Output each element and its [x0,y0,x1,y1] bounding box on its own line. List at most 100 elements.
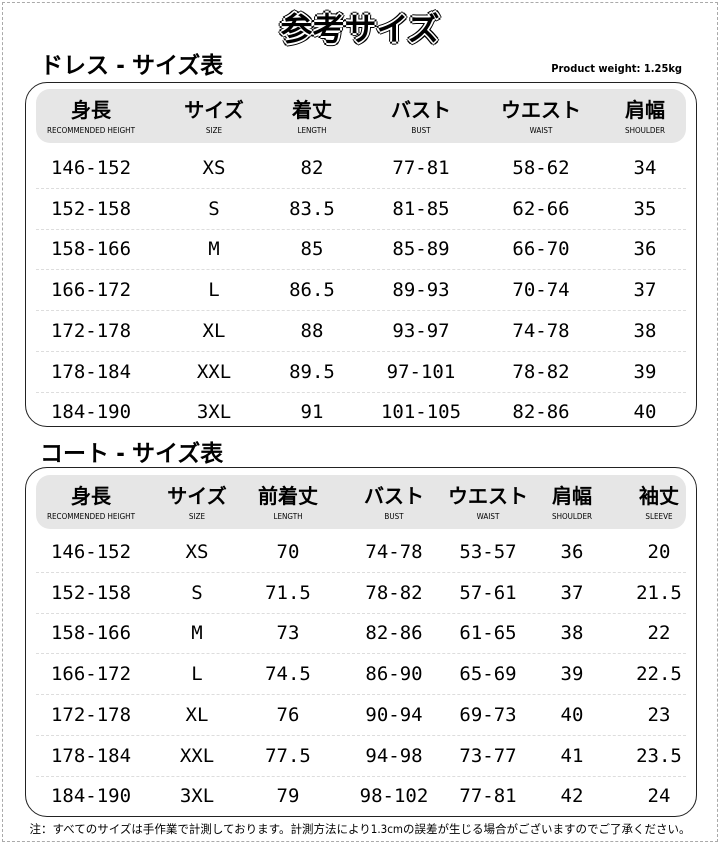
table-cell: 178-184 [50,744,132,767]
table-cell: 101-105 [380,401,462,424]
table-cell: M [208,238,220,261]
product-weight: Product weight: 1.25kg [551,62,682,75]
table-cell: 36 [560,541,584,563]
table-cell: 22.5 [636,663,682,686]
column-header-ja: ウエスト [448,484,528,508]
table-cell: S [191,581,203,604]
table-cell: 146-152 [50,541,132,563]
table-cell: 37 [633,279,657,302]
measurement-note: 注：すべてのサイズは手作業で計測しております。計測方法により1.3cmの誤差が生… [29,822,691,836]
table-row: 158-166 M 85 85-89 66-70 36 [36,229,686,271]
table-cell: 70 [276,541,300,563]
table-cell: 158-166 [50,622,132,645]
column-header: 袖丈 SLEEVE [639,475,679,523]
table-cell: 35 [633,197,657,220]
column-header-en: WAIST [529,126,553,135]
column-header: 身長 RECOMMENDED HEIGHT [47,89,135,137]
table-cell: 39 [560,663,584,686]
table-cell: 57-61 [459,581,517,604]
coat-table-header: 身長 RECOMMENDED HEIGHT サイズ SIZE 前着丈 LENGTH バスト B… [36,475,686,529]
table-cell: XL [185,703,209,726]
column-header-ja: 袖丈 [639,484,679,508]
column-header: ウエスト WAIST [448,475,528,523]
table-cell: 79 [276,785,300,808]
table-cell: 24 [647,785,671,808]
table-cell: 38 [633,319,657,342]
table-cell: 78-82 [365,581,423,604]
table-cell: 40 [560,703,584,726]
column-header-en: SLEEVE [645,512,673,521]
table-cell: 38 [560,622,584,645]
table-cell: 89.5 [289,360,335,383]
column-header-en: LENGTH [273,512,303,521]
column-header-en: SIZE [205,126,223,135]
column-header-ja: 肩幅 [624,98,665,122]
table-cell: 74-78 [365,541,423,563]
table-row: 178-184 XXL 77.5 94-98 73-77 41 23.5 [36,736,686,777]
column-header-ja: 前着丈 [258,484,318,508]
table-row: 166-172 L 86.5 89-93 70-74 37 [36,270,686,312]
table-cell: L [208,279,220,302]
dress-section-title: ドレス - サイズ表 [40,53,224,79]
table-row: 178-184 XXL 89.5 97-101 78-82 39 [36,352,686,393]
table-row: 152-158 S 71.5 78-82 57-61 37 21.5 [36,573,686,614]
coat-size-table: 身長 RECOMMENDED HEIGHT サイズ SIZE 前着丈 LENGTH バスト B… [25,467,697,817]
table-cell: 20 [647,541,671,563]
table-cell: 90-94 [365,703,423,726]
table-cell: 172-178 [50,703,132,726]
table-cell: XL [202,319,226,342]
column-header-en: LENGTH [297,126,327,135]
table-cell: 21.5 [636,581,682,604]
table-cell: 40 [633,401,657,424]
table-cell: 36 [633,238,657,261]
table-cell: 77.5 [265,744,311,767]
column-header-en: SHOULDER [551,512,593,521]
table-cell: S [208,197,220,220]
table-row: 146-152 XS 70 74-78 53-57 36 20 [36,532,686,573]
table-cell: 82-86 [365,622,423,645]
table-cell: 62-66 [512,197,570,220]
table-cell: 83.5 [289,197,335,220]
coat-section-title: コート - サイズ表 [40,441,224,467]
column-header: サイズ SIZE [184,89,243,137]
table-cell: 3XL [179,785,215,808]
table-cell: 66-70 [512,238,570,261]
table-cell: 86-90 [365,663,423,686]
table-cell: 77-81 [459,785,517,808]
table-row: 184-190 3XL 91 101-105 82-86 40 [36,392,686,432]
table-cell: 76 [276,703,300,726]
table-cell: 70-74 [512,279,570,302]
table-cell: 184-190 [50,401,132,424]
table-cell: 53-57 [459,541,517,563]
table-cell: 146-152 [50,157,132,179]
column-header-en: SIZE [188,512,206,521]
column-header-ja: サイズ [184,98,244,122]
column-header: バスト BUST [391,89,451,137]
table-cell: XXL [196,360,232,383]
table-cell: M [191,622,203,645]
table-cell: 3XL [196,401,232,424]
column-header: ウエスト WAIST [501,89,581,137]
table-cell: 77-81 [392,157,450,179]
table-row: 184-190 3XL 79 98-102 77-81 42 24 [36,776,686,816]
table-cell: 69-73 [459,703,517,726]
table-cell: 158-166 [50,238,132,261]
column-header-ja: ウエスト [501,98,581,122]
table-cell: 78-82 [512,360,570,383]
table-cell: 85 [300,238,324,261]
table-cell: 34 [633,157,657,179]
column-header-en: WAIST [476,512,500,521]
column-header: 着丈 LENGTH [292,89,332,137]
table-cell: 98-102 [359,785,429,808]
column-header-en: RECOMMENDED HEIGHT [47,126,135,135]
table-cell: XS [185,541,209,563]
table-cell: 91 [300,401,324,424]
table-row: 166-172 L 74.5 86-90 65-69 39 22.5 [36,654,686,696]
table-row: 172-178 XL 88 93-97 74-78 38 [36,311,686,352]
table-cell: 74.5 [265,663,311,686]
table-cell: 65-69 [459,663,517,686]
table-cell: 184-190 [50,785,132,808]
table-cell: 73-77 [459,744,517,767]
table-cell: 93-97 [392,319,450,342]
column-header-ja: バスト [364,484,424,508]
